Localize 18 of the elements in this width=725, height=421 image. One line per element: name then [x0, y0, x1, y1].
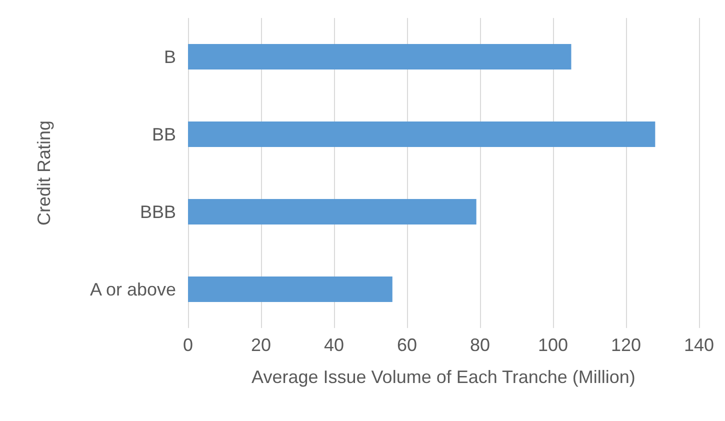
x-tick-label: 0 — [182, 335, 194, 355]
bar — [188, 198, 476, 225]
y-tick-label: BBB — [140, 202, 176, 222]
y-tick-label: A or above — [90, 279, 176, 300]
bar — [188, 44, 572, 70]
x-tick-label: 40 — [324, 335, 344, 355]
y-tick-label: B — [164, 46, 176, 67]
bar — [188, 121, 656, 148]
y-tick-label: BB — [152, 124, 176, 144]
x-tick-label: 80 — [470, 335, 490, 355]
x-tick-label: 20 — [250, 335, 272, 355]
x-tick-label: 140 — [684, 335, 714, 355]
x-tick-label: 120 — [610, 335, 642, 355]
bar — [188, 276, 392, 302]
x-tick-label: 60 — [396, 335, 418, 355]
x-axis-title: Average Issue Volume of Each Tranche (Million) — [252, 367, 636, 387]
y-axis-title: Credit Rating — [34, 120, 54, 226]
x-tick-label: 100 — [538, 335, 568, 355]
